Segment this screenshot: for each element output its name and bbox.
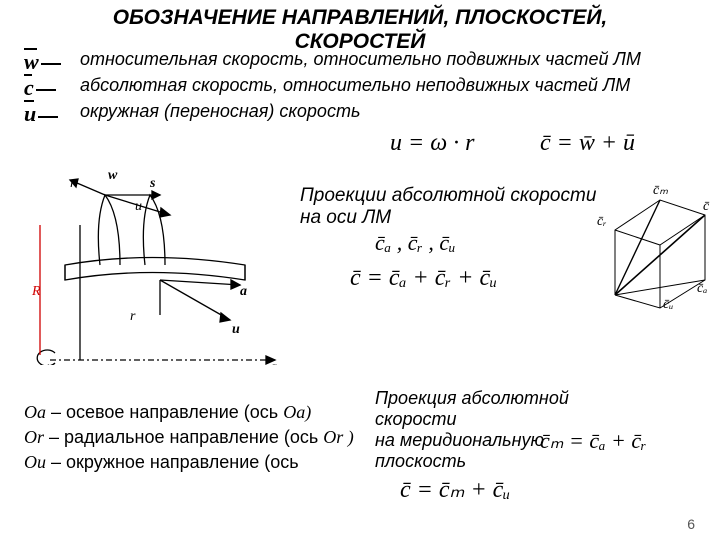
axes-definitions: Оa – осевое направление (ось Оa) Оr – ра… — [24, 400, 364, 476]
label-w-vec: w — [108, 168, 118, 183]
projection-sum: c̄ = c̄ₐ + c̄ᵣ + c̄ᵤ — [350, 265, 497, 292]
axis-a-def: Оa – осевое направление (ось Оa) — [24, 400, 364, 425]
label-R: R — [31, 284, 41, 299]
page-number: 6 — [687, 516, 695, 532]
blade-diagram: R r w s u a u r ω a — [10, 165, 290, 365]
def-w: w относительная скорость, относительно п… — [24, 50, 694, 74]
label-axis-u: u — [232, 322, 240, 337]
axis-r-def: Оr – радиальное направление (ось Оr ) — [24, 425, 364, 450]
def-u-text: окружная (переносная) скорость — [80, 102, 694, 122]
def-c-text: абсолютная скорость, относительно неподв… — [80, 76, 694, 96]
label-axis-a: a — [240, 284, 247, 299]
label-s-vec: s — [149, 176, 156, 191]
projection-header: Проекции абсолютной скорости на оси ЛМ — [300, 185, 610, 229]
label-omega: ω — [45, 360, 55, 365]
definitions-block: w относительная скорость, относительно п… — [24, 50, 694, 129]
def-c: c абсолютная скорость, относительно непо… — [24, 76, 694, 100]
equation-cwu: c̄ = w̄ + ū — [540, 130, 635, 157]
box-c: c̄ — [703, 199, 710, 214]
sym-u: u — [24, 102, 80, 126]
projection-list: c̄ₐ , c̄ᵣ , c̄ᵤ — [375, 230, 456, 256]
def-u: u окружная (переносная) скорость — [24, 102, 694, 126]
label-r-vec: r — [70, 176, 76, 191]
box-ca: c̄ₐ — [697, 281, 707, 296]
title-l1: ОБОЗНАЧЕНИЕ НАПРАВЛЕНИЙ, ПЛОСКОСТЕЙ, — [113, 6, 608, 29]
box-cm: c̄ₘ — [653, 183, 668, 198]
box-cr: c̄ᵣ — [597, 214, 607, 229]
def-w-text: относительная скорость, относительно под… — [80, 50, 694, 70]
box-cu: c̄ᵤ — [663, 297, 673, 310]
meridional-eq2: c̄ = c̄ₘ + c̄ᵤ — [400, 475, 510, 504]
sym-c: c — [24, 76, 80, 100]
label-axis-r2: r — [130, 309, 136, 324]
page-title: ОБОЗНАЧЕНИЕ НАПРАВЛЕНИЙ, ПЛОСКОСТЕЙ, СКО… — [0, 0, 720, 54]
label-a-axis-end: a — [270, 360, 277, 365]
equation-uwr: u = ω · r — [390, 130, 474, 157]
meridional-eq1: c̄ₘ = c̄ₐ + c̄ᵣ — [540, 428, 647, 454]
vector-box-diagram: c̄ c̄ₘ c̄ₐ c̄ᵣ c̄ᵤ — [585, 180, 715, 310]
label-u-vec: u — [135, 199, 142, 214]
axis-u-def: Оu – окружное направление (ось — [24, 450, 364, 475]
sym-w: w — [24, 50, 80, 74]
